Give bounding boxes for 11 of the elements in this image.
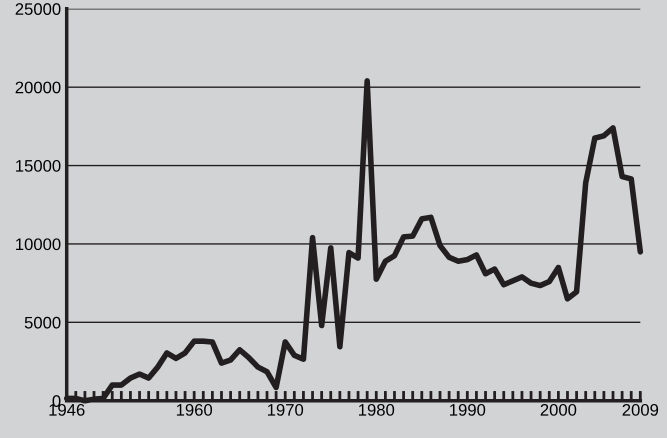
y-tick-label: 20000	[16, 82, 60, 94]
x-tick-label: 1970	[268, 404, 304, 416]
x-tick-label: 1960	[176, 404, 212, 416]
x-tick-label: 2009	[622, 404, 658, 416]
y-tick-label: 15000	[16, 160, 60, 172]
x-tick-label: 1990	[450, 404, 486, 416]
y-tick-label: 10000	[16, 238, 60, 250]
x-tick-label: 2000	[540, 404, 576, 416]
x-tick-label: 1980	[359, 404, 394, 416]
y-tick-label: 25000	[16, 3, 60, 15]
y-tick-label: 5000	[24, 316, 60, 329]
